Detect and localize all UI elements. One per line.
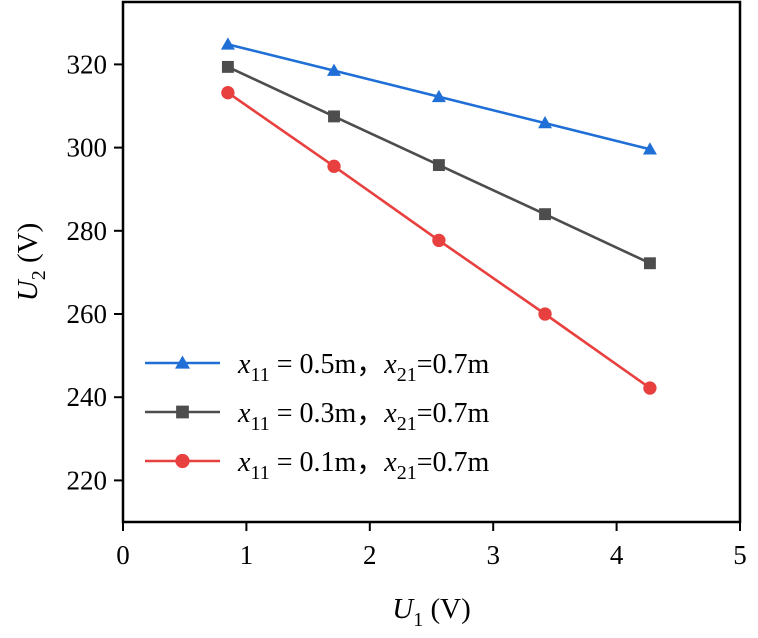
plot-frame (121, 0, 742, 524)
data-point (539, 208, 551, 221)
legend-item: x11 = 0.5m，x21=0.7m (145, 349, 490, 386)
x-tick-label: 5 (733, 540, 747, 570)
x-tick-label: 1 (240, 540, 254, 570)
data-point (221, 86, 235, 100)
x-tick-label: 3 (486, 540, 500, 570)
data-point (327, 63, 342, 76)
series-triangle (220, 37, 657, 155)
x-axis: 0 1 2 3 4 5 (116, 522, 747, 570)
series-square (221, 60, 656, 270)
plot-area (121, 0, 742, 524)
data-point (431, 89, 446, 103)
data-point (327, 159, 341, 173)
series-circle (221, 86, 657, 395)
data-point (432, 233, 446, 248)
x-tick-label: 0 (116, 540, 130, 570)
legend-label: x11 = 0.5m，x21=0.7m (237, 349, 490, 386)
y-tick-label: 240 (67, 382, 108, 412)
legend-item: x11 = 0.1m，x21=0.7m (145, 447, 490, 484)
y-tick-label: 300 (67, 133, 108, 163)
data-point (643, 381, 657, 395)
x-tick-label: 2 (363, 540, 377, 570)
data-point (642, 142, 657, 155)
legend-marker (175, 453, 190, 469)
y-tick-label: 220 (67, 465, 108, 495)
data-point (220, 37, 235, 50)
data-point (221, 60, 234, 73)
series-layer (220, 37, 657, 395)
legend-marker (175, 355, 190, 369)
y-axis-label: U2 (V) (12, 223, 50, 301)
data-point (328, 110, 340, 123)
data-point (538, 307, 552, 321)
legend-label: x11 = 0.3m，x21=0.7m (237, 398, 490, 435)
y-tick-label: 320 (67, 49, 108, 79)
y-tick-label: 260 (67, 299, 108, 329)
y-tick-label: 280 (67, 216, 108, 246)
legend-label: x11 = 0.1m，x21=0.7m (237, 447, 490, 484)
data-point (432, 159, 445, 172)
legend-item: x11 = 0.3m，x21=0.7m (145, 398, 490, 435)
legend: x11 = 0.5m，x21=0.7m x11 = 0.3m，x21=0.7m x1… (145, 349, 490, 484)
data-point (538, 116, 553, 129)
x-tick-label: 4 (610, 540, 624, 570)
legend-marker (176, 405, 189, 419)
data-point (643, 257, 656, 270)
y-axis: 220 240 260 280 300 320 (67, 49, 123, 495)
x-axis-label: U1 (V) (392, 593, 470, 631)
